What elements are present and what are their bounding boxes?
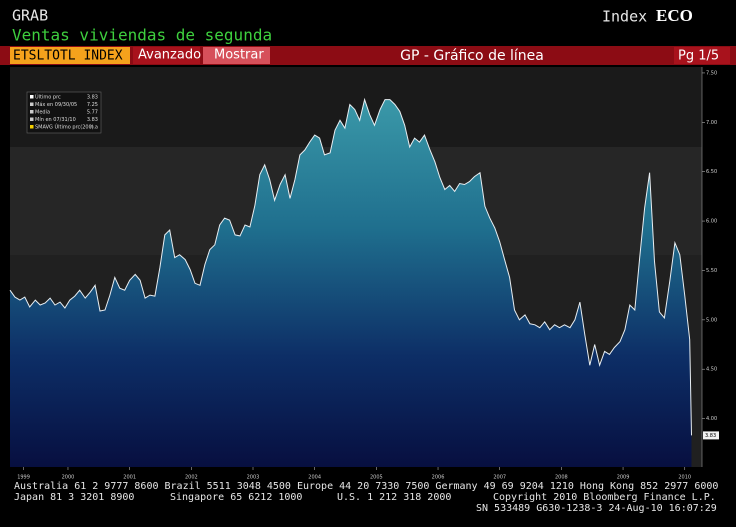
legend-icon — [30, 95, 34, 99]
footer-contacts: Australia 61 2 9777 8600 Brazil 5511 304… — [14, 481, 718, 492]
y-tick-label: 6.50 — [706, 169, 717, 175]
ticker-box[interactable] — [10, 47, 130, 64]
legend-label: Máx en 09/30/05 — [35, 101, 77, 108]
screen-title: GP - Gráfico de línea — [400, 48, 544, 64]
y-tick-label: 6.00 — [706, 219, 717, 225]
x-tick-label: 2009 — [617, 475, 630, 481]
show-button[interactable]: Mostrar — [214, 48, 264, 63]
x-tick-label: 2006 — [432, 475, 445, 481]
advanced-button[interactable]: Avanzado — [138, 48, 201, 63]
y-tick-label: 7.50 — [706, 70, 717, 76]
x-tick-label: 2004 — [308, 475, 321, 481]
y-tick-label: 4.50 — [706, 367, 717, 373]
x-tick-label: 1999 — [17, 475, 30, 481]
advanced-button-bg[interactable] — [133, 47, 200, 64]
legend-value: 3.83 — [87, 117, 98, 123]
legend-label: Último prc — [35, 94, 61, 101]
x-tick-label: 2000 — [62, 475, 75, 481]
plot — [9, 67, 702, 467]
y-tick-label: 5.50 — [706, 268, 717, 274]
sector: ECO — [656, 6, 693, 25]
legend-box — [26, 91, 102, 134]
legend-icon — [30, 125, 34, 129]
y-tick-label: 5.00 — [706, 317, 717, 323]
legend-value: 3.83 — [87, 95, 98, 101]
legend-value: n.a — [90, 125, 98, 131]
legend-icon — [30, 102, 34, 106]
x-tick-label: 2001 — [123, 475, 136, 481]
show-button-bg[interactable] — [203, 47, 270, 64]
legend-icon — [30, 110, 34, 114]
legend-icon — [30, 117, 34, 121]
line — [9, 97, 692, 436]
y-tick-label: 4.00 — [706, 416, 717, 422]
x-tick-label: 2003 — [247, 475, 260, 481]
x-tick-label: 2010 — [678, 475, 691, 481]
legend-value: 5.77 — [87, 110, 98, 116]
area-fill — [10, 99, 692, 467]
legend-label: Media — [35, 110, 50, 116]
footer-us: U.S. 1 212 318 2000 — [337, 492, 451, 503]
footer-singapore: Singapore 65 6212 1000 — [170, 492, 302, 503]
footer-session: SN 533489 G630-1238-3 24-Aug-10 16:07:29 — [476, 503, 717, 514]
security-type: Index — [602, 8, 647, 26]
x-tick-label: 2007 — [493, 475, 506, 481]
legend: Último prc 3.83 Máx en 09/30/05 7.25 Media 5.… — [26, 91, 102, 134]
y-tick-label: 7.00 — [706, 120, 717, 126]
x-tick-label: 2002 — [185, 475, 198, 481]
ticker[interactable]: ETSLTOTL INDEX — [13, 49, 123, 64]
function-code: GRAB — [12, 7, 48, 25]
footer-japan: Japan 81 3 3201 8900 — [14, 492, 134, 503]
footer-copyright: Copyright 2010 Bloomberg Finance L.P. — [493, 492, 716, 503]
x-tick-label: 2008 — [555, 475, 568, 481]
legend-value: 7.25 — [87, 102, 98, 108]
legend-label: Mín en 07/31/10 — [35, 116, 76, 123]
x-tick-label: 2005 — [370, 475, 383, 481]
description: Ventas viviendas de segunda — [12, 26, 272, 45]
last-value-box — [703, 431, 719, 440]
legend-label: SMAVG Último prc(200) — [35, 124, 94, 131]
page-box[interactable] — [674, 47, 730, 64]
page-indicator[interactable]: Pg 1/5 — [678, 49, 719, 64]
last-value-label: 3.83 — [705, 433, 716, 439]
